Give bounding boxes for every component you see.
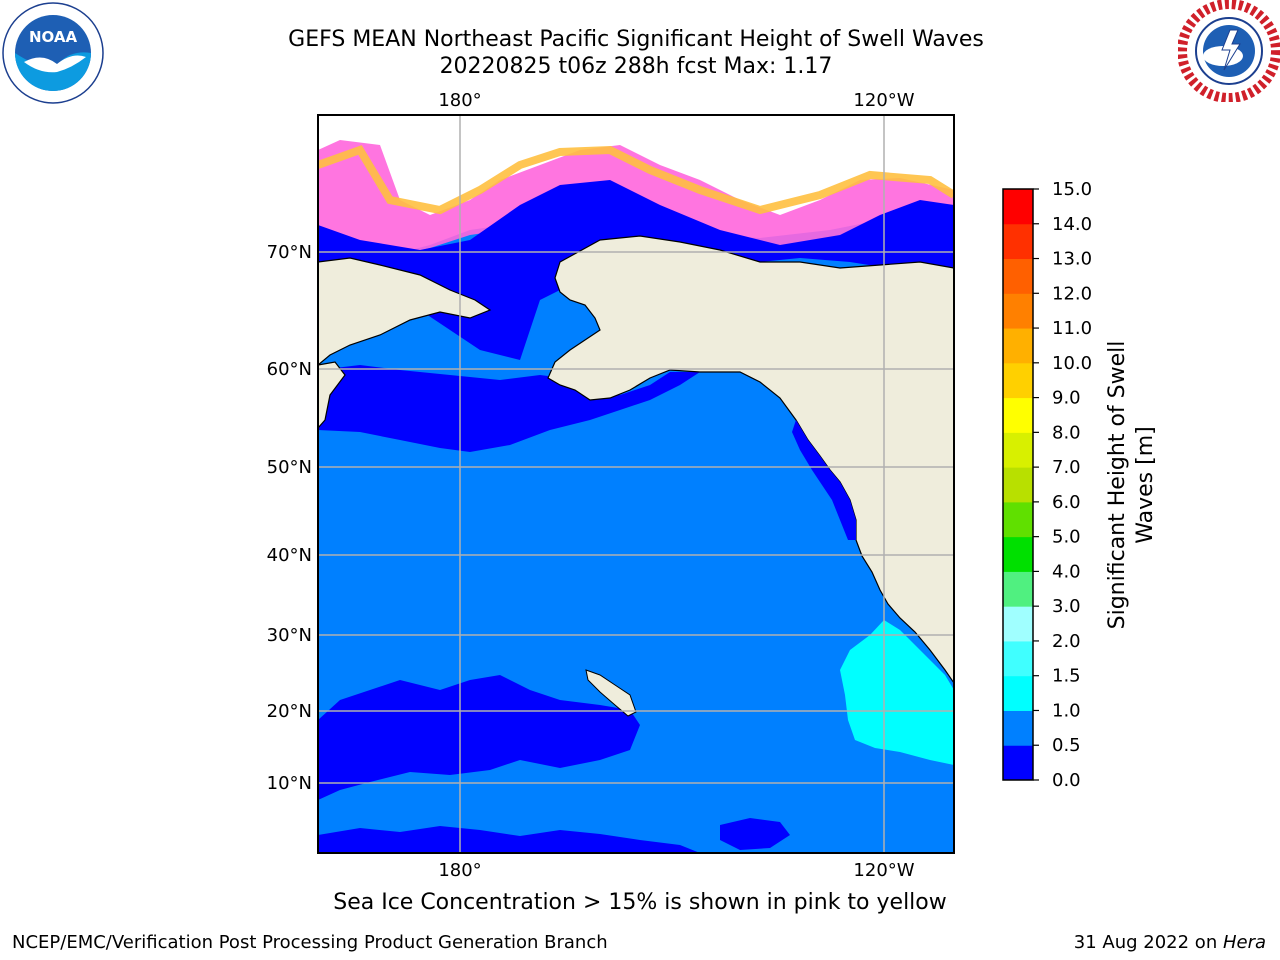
lat-label-50n: 50°N (267, 457, 312, 478)
footer-branch: NCEP/EMC/Verification Post Processing Pr… (12, 932, 608, 953)
lat-label-70n: 70°N (267, 242, 312, 263)
colorbar-tick-label: 5.0 (1052, 527, 1081, 548)
colorbar (1003, 189, 1033, 781)
nws-logo (1178, 0, 1280, 102)
colorbar-frame (1002, 188, 1034, 781)
colorbar-segment (1003, 710, 1033, 746)
colorbar-tick-label: 12.0 (1052, 283, 1092, 304)
colorbar-label-line2: Waves [m] (1133, 426, 1158, 543)
noaa-logo-text: NOAA (29, 28, 78, 46)
colorbar-tick-label: 6.0 (1052, 492, 1081, 513)
colorbar-tick-label: 1.5 (1052, 666, 1081, 687)
lat-label-40n: 40°N (267, 545, 312, 566)
chart-subtitle: 20220825 t06z 288h fcst Max: 1.17 (439, 54, 833, 79)
colorbar-tick-label: 3.0 (1052, 596, 1081, 617)
colorbar-tick-label: 4.0 (1052, 561, 1081, 582)
colorbar-tick-label: 0.5 (1052, 735, 1081, 756)
colorbar-tick-label: 0.0 (1052, 770, 1081, 791)
chart-title: GEFS MEAN Northeast Pacific Significant … (288, 27, 984, 52)
colorbar-tick-label: 15.0 (1052, 179, 1092, 200)
colorbar-segment (1003, 745, 1033, 781)
lat-label-60n: 60°N (267, 359, 312, 380)
lat-label-20n: 20°N (267, 701, 312, 722)
equatorial-low-swell-east (720, 818, 790, 850)
colorbar-segment (1003, 640, 1033, 677)
coastal-low-swell (792, 420, 856, 540)
hawaii-low-swell (318, 675, 640, 800)
lat-label-10n: 10°N (267, 773, 312, 794)
colorbar-segment (1003, 223, 1033, 260)
colorbar-segment (1003, 606, 1033, 642)
colorbar-tick-label: 8.0 (1052, 422, 1081, 443)
colorbar-tick-label: 10.0 (1052, 353, 1092, 374)
colorbar-tick-label: 7.0 (1052, 457, 1081, 478)
colorbar-segment (1003, 501, 1033, 538)
footer-date: 31 Aug 2022 on Hera (1074, 932, 1266, 953)
colorbar-segment (1003, 328, 1033, 364)
colorbar-tick-label: 14.0 (1052, 214, 1092, 235)
colorbar-segment (1003, 258, 1033, 294)
colorbar-segment (1003, 467, 1033, 503)
lon-label-top-120w: 120°W (853, 90, 914, 111)
hawaii-islands (585, 669, 637, 717)
colorbar-segment (1003, 571, 1033, 607)
sea-ice-note: Sea Ice Concentration > 15% is shown in … (333, 890, 947, 915)
lon-label-top-180: 180° (438, 90, 481, 111)
colorbar-segment (1003, 397, 1033, 433)
map-frame (317, 114, 955, 854)
colorbar-segment (1003, 293, 1033, 329)
colorbar-ticks: 0.0 0.5 1.0 1.5 2.0 3.0 4.0 5.0 6.0 7.0 8.0 9.0 10.0… (1033, 179, 1092, 791)
noaa-logo: NOAA (2, 2, 104, 104)
footer-date-text: 31 Aug 2022 on (1073, 932, 1223, 953)
colorbar-segment (1003, 362, 1033, 399)
colorbar-tick-label: 13.0 (1052, 249, 1092, 270)
siberia-land (318, 257, 492, 366)
kamchatka-land (318, 361, 346, 429)
sea-ice-yellow-edge (318, 145, 954, 215)
colorbar-label-line1: Significant Height of Swell (1105, 341, 1130, 630)
colorbar-tick-label: 1.0 (1052, 700, 1081, 721)
lon-label-bottom-180: 180° (438, 860, 481, 881)
colorbar-tick-label: 2.0 (1052, 631, 1081, 652)
lat-label-30n: 30°N (267, 625, 312, 646)
colorbar-segment (1003, 432, 1033, 468)
bering-sea-low-swell (318, 365, 700, 452)
colorbar-segment (1003, 675, 1033, 711)
colorbar-tick-label: 9.0 (1052, 388, 1081, 409)
lon-label-bottom-120w: 120°W (853, 860, 914, 881)
map-gridlines (318, 115, 954, 853)
footer-host: Hera (1222, 932, 1266, 953)
equatorial-low-swell (318, 826, 700, 853)
ocean-swell-1.0-1.5 (840, 620, 954, 765)
colorbar-segment (1003, 536, 1033, 572)
colorbar-segment (1003, 189, 1033, 225)
colorbar-tick-label: 11.0 (1052, 318, 1092, 339)
